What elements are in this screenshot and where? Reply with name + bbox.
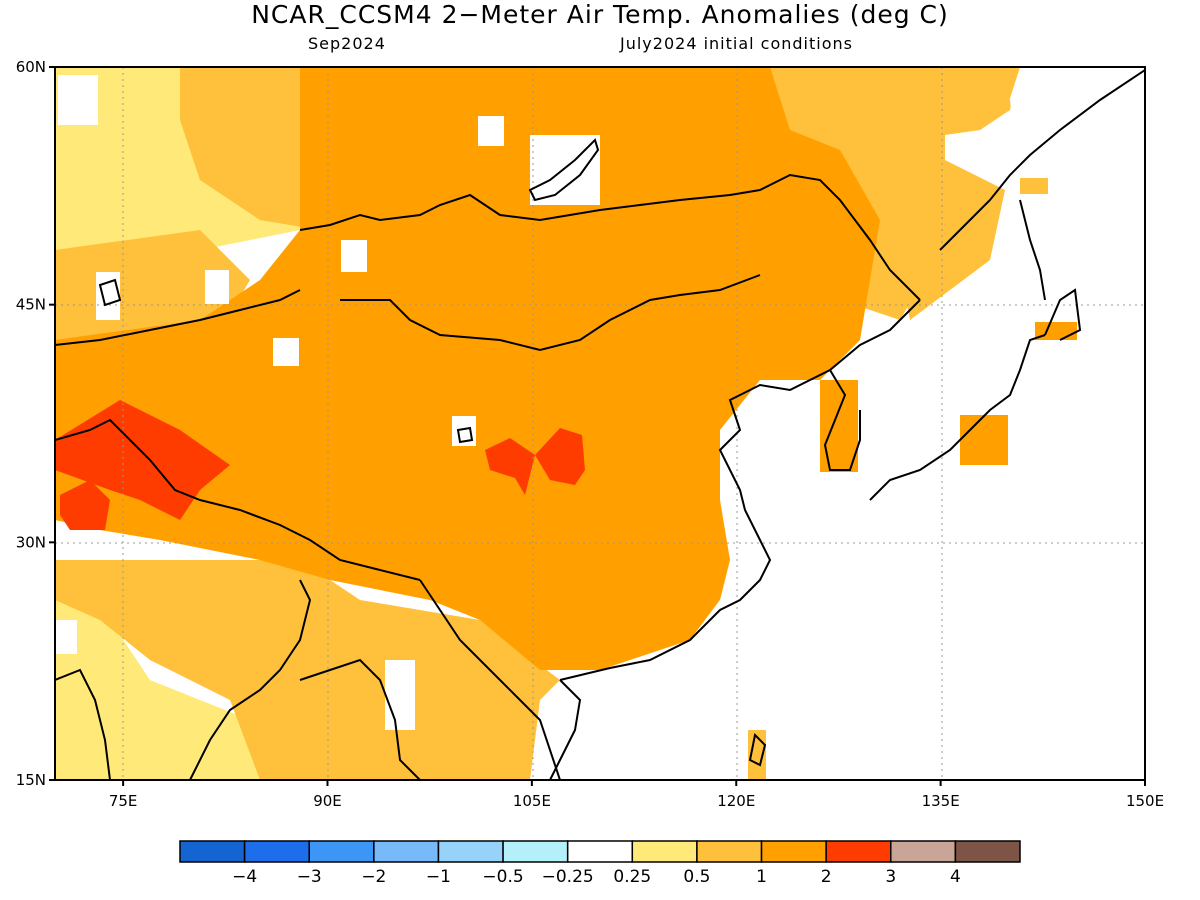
colorbar-label: 0.5 [683,867,710,887]
anomaly-region-hokkaido-fill [1035,322,1077,340]
lat-tick-label: 45N [16,296,46,314]
lon-tick-label: 90E [313,792,342,810]
lat-tick-label: 30N [16,533,46,551]
lon-tick-label: 105E [513,792,551,810]
colorbar-swatch [631,840,698,863]
anomaly-region-japan-fill [960,415,1008,465]
mask-cell [205,270,229,304]
colorbar-swatch [890,840,957,863]
anomaly-region-mid-south [55,560,560,780]
mask-cell [341,240,367,272]
mask-cell [273,338,299,366]
colorbar-label: 2 [821,867,832,887]
lon-tick-label: 75E [109,792,138,810]
anomaly-fields [55,67,1145,780]
anomaly-region-light-south-india [55,600,260,780]
anomaly-region-hot-himalaya [55,400,230,520]
mask-cell [58,75,98,125]
colorbar-label: −0.25 [542,867,594,887]
lon-tick-label: 135E [922,792,960,810]
mask-cell [96,272,120,320]
colorbar-label: 4 [950,867,961,887]
anomaly-region-hot-west [60,480,110,530]
lat-tick-label: 60N [16,58,46,76]
colorbar-swatch [760,840,827,863]
colorbar-swatch [243,840,310,863]
coastlines [55,69,1145,780]
colorbar-label: −3 [297,867,322,887]
colorbar-label: 0.25 [613,867,651,887]
colorbar-swatch [437,840,504,863]
map-title: NCAR_CCSM4 2−Meter Air Temp. Anomalies (… [251,0,949,29]
lon-tick-label: 120E [717,792,755,810]
colorbar-label: −4 [232,867,257,887]
colorbar-swatch [373,840,440,863]
anomaly-region-main-interior [55,67,880,670]
mask-cell [55,620,77,654]
colorbar-swatch [954,840,1021,863]
anomaly-region-hot-china-west [485,438,535,495]
longitude-axis: 75E 90E 105E 120E 135E 150E [109,780,1164,810]
colorbar-label: −1 [426,867,451,887]
forecast-month: Sep2024 [308,34,386,53]
gridlines [55,67,1145,780]
plot-frame [54,66,1146,781]
initial-conditions: July2024 initial conditions [620,34,853,53]
colorbar-swatch [179,840,246,863]
latitude-axis: 60N 45N 30N 15N [16,58,55,789]
lon-tick-label: 150E [1126,792,1164,810]
colorbar-label: 1 [756,867,767,887]
colorbar-label: −2 [361,867,386,887]
anomaly-region-korea-fill [820,380,858,472]
colorbar-label: −0.5 [482,867,523,887]
anomaly-region-hot-china-east [535,428,585,485]
colorbar-swatch [502,840,569,863]
mask-cell [385,660,415,730]
colorbar-label: 3 [885,867,896,887]
mask-cell [478,116,504,146]
lat-tick-label: 15N [16,771,46,789]
colorbar: −4 −3 −2 −1 −0.5 −0.25 0.25 0.5 1 2 3 4 [179,840,1021,887]
colorbar-swatch [308,840,375,863]
colorbar-swatch [566,840,634,863]
colorbar-swatch [825,840,892,863]
anomaly-region-sakhalin [1020,178,1048,194]
colorbar-swatch [696,840,763,863]
